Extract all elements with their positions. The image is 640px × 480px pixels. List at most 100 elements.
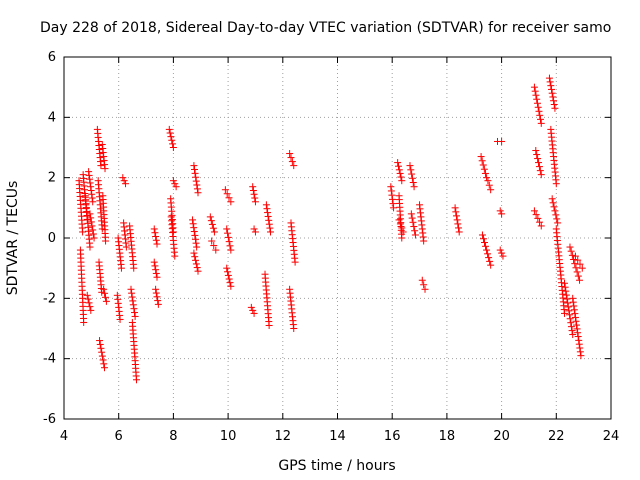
y-tick-label: 6 (48, 50, 56, 65)
data-point (534, 155, 542, 163)
data-point (152, 232, 160, 240)
data-point (548, 89, 556, 97)
data-point (249, 306, 257, 314)
data-point (533, 151, 541, 159)
x-tick-label: 14 (329, 429, 346, 444)
data-point (247, 303, 255, 311)
data-point (572, 264, 580, 272)
data-point (208, 220, 216, 228)
data-point (193, 243, 201, 251)
data-point (88, 194, 96, 202)
data-point (532, 147, 540, 155)
data-point (167, 133, 175, 141)
data-point (250, 309, 258, 317)
data-point (89, 226, 97, 234)
data-point (224, 233, 232, 241)
data-point (100, 364, 108, 372)
data-point (566, 243, 574, 251)
data-point (87, 214, 95, 222)
data-point (101, 165, 109, 173)
data-point (249, 183, 257, 191)
data-point (190, 224, 198, 232)
data-point (132, 376, 140, 384)
data-point (264, 212, 272, 220)
data-point (566, 311, 574, 319)
data-point (395, 216, 403, 224)
data-point (576, 260, 584, 268)
x-tick-label: 4 (60, 429, 68, 444)
data-point (577, 352, 585, 360)
data-point (86, 179, 94, 187)
data-point (562, 291, 570, 299)
data-point (116, 315, 124, 323)
data-point (408, 214, 416, 222)
data-point (420, 237, 428, 245)
data-point (576, 348, 584, 356)
data-point (486, 257, 494, 265)
data-point (97, 162, 105, 170)
data-point (570, 255, 578, 263)
y-tick-label: -2 (43, 291, 56, 306)
data-point (410, 183, 418, 191)
data-point (154, 297, 162, 305)
data-point (87, 218, 95, 226)
data-point (480, 165, 488, 173)
data-point (550, 97, 558, 105)
data-point (561, 283, 569, 291)
data-point (193, 264, 201, 272)
x-tick-label: 18 (439, 429, 456, 444)
x-tick-label: 20 (493, 429, 510, 444)
data-point (576, 276, 584, 284)
data-point (192, 256, 200, 264)
data-point (406, 162, 414, 170)
data-point (572, 317, 580, 325)
data-point (190, 228, 198, 236)
data-point (552, 180, 560, 188)
data-point (487, 261, 495, 269)
data-point (85, 168, 93, 176)
data-point (498, 137, 506, 145)
data-point (574, 272, 582, 280)
data-point (536, 111, 544, 119)
y-tick-label: 2 (48, 171, 56, 186)
y-tick-label: -4 (43, 352, 56, 367)
data-point (88, 190, 96, 198)
data-point (451, 204, 459, 212)
data-point (420, 281, 428, 289)
data-point (407, 166, 415, 174)
data-point (192, 239, 200, 247)
data-point (225, 194, 233, 202)
data-point (551, 104, 559, 112)
data-point (485, 181, 493, 189)
data-point (122, 243, 130, 251)
data-point (394, 162, 402, 170)
data-point (479, 235, 487, 243)
y-axis-label: SDTVAR / TECUs (5, 181, 21, 296)
data-point (191, 231, 199, 239)
data-point (535, 159, 543, 167)
x-tick-label: 10 (220, 429, 237, 444)
data-point (553, 215, 561, 223)
data-point (569, 298, 577, 306)
data-point (151, 229, 159, 237)
data-point (487, 186, 495, 194)
data-point (288, 158, 296, 166)
data-point (223, 225, 231, 233)
data-point (387, 183, 395, 191)
data-point (226, 242, 234, 250)
data-point (153, 240, 161, 248)
data-point (193, 185, 201, 193)
data-point (99, 356, 107, 364)
data-point (189, 216, 197, 224)
data-point (395, 166, 403, 174)
data-point (567, 323, 575, 331)
data-point (153, 293, 161, 301)
data-point (536, 218, 544, 226)
data-point (192, 177, 200, 185)
x-tick-label: 22 (548, 429, 565, 444)
data-point (571, 252, 579, 260)
data-point (210, 228, 218, 236)
data-point (499, 252, 507, 260)
data-point (564, 299, 572, 307)
data-point (191, 253, 199, 261)
